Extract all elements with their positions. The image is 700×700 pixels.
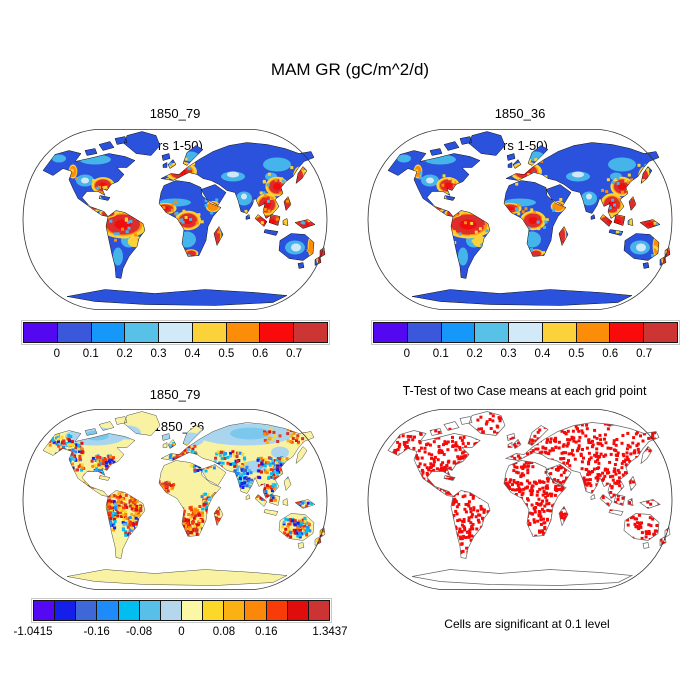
colorbar-segment: [266, 601, 288, 620]
colorbar-segment: [192, 323, 227, 342]
colorbar-segment: [644, 323, 678, 342]
map-1850-36: [367, 129, 673, 310]
map-1850-79: [22, 129, 328, 310]
colorbar-tick: 0.7: [636, 348, 653, 360]
colorbar-tick: 0.2: [116, 348, 133, 360]
colorbar-tick: 0.3: [150, 348, 167, 360]
case-name-2: 1850_36: [494, 106, 546, 121]
colorbar-tick-labels: 0 0.1 0.2 0.3 0.4 0.5 0.6 0.7: [373, 348, 678, 362]
colorbar-tick: 1.3437: [312, 626, 348, 638]
colorbar-segment: [91, 323, 126, 342]
colorbar-segment: [76, 601, 98, 620]
colorbar-tick: 0.4: [534, 348, 551, 360]
colorbar-segment: [203, 601, 225, 620]
colorbar-segment: [139, 601, 161, 620]
colorbar-tick: -0.08: [125, 626, 153, 638]
colorbar-tick: 0.5: [568, 348, 585, 360]
panel-title-ttest: T-Test of two Case means at each grid po…: [402, 384, 647, 398]
colorbar-tick: 0.6: [602, 348, 619, 360]
colorbar-tick: 0.4: [184, 348, 201, 360]
colorbar-boxes: [371, 320, 680, 345]
colorbar-segment: [287, 601, 309, 620]
colorbar-segment: [374, 323, 408, 342]
colorbar-tick: 0.6: [252, 348, 269, 360]
colorbar-segment: [226, 323, 261, 342]
colorbar-tick: 0.3: [500, 348, 517, 360]
colorbar-segment: [260, 323, 295, 342]
colorbar-tick: -0.16: [83, 626, 110, 638]
diff-case-a: 1850_79: [149, 387, 201, 402]
figure-title: MAM GR (gC/m^2/d): [270, 60, 430, 79]
colorbar-segment: [475, 323, 510, 342]
map-ttest: [367, 409, 673, 590]
colorbar-segment: [181, 601, 204, 620]
colorbar-segment: [245, 601, 267, 620]
colorbar-tick: 0: [403, 348, 411, 360]
colorbar-segment: [57, 323, 92, 342]
colorbar-boxes: [21, 320, 330, 345]
colorbar-segment: [118, 601, 140, 620]
colorbar-segment: [407, 323, 442, 342]
colorbar-top-left: 0 0.1 0.2 0.3 0.4 0.5 0.6 0.7: [21, 320, 330, 362]
colorbar-tick: 0.16: [255, 626, 278, 638]
colorbar-segment: [34, 601, 56, 620]
colorbar-segment: [159, 323, 193, 342]
colorbar-segment: [542, 323, 577, 342]
colorbar-tick: 0.7: [286, 348, 303, 360]
colorbar-segment: [308, 601, 329, 620]
colorbar-segment: [224, 601, 246, 620]
colorbar-segment: [24, 323, 58, 342]
colorbar-tick: 0.1: [432, 348, 449, 360]
colorbar-tick: 0: [53, 348, 61, 360]
case-name-1: 1850_79: [149, 106, 201, 121]
map-difference: [22, 409, 328, 590]
colorbar-tick-labels: -1.0415 -0.16 -0.08 0 0.08 0.16 1.3437: [13, 626, 347, 640]
colorbar-top-right: 0 0.1 0.2 0.3 0.4 0.5 0.6 0.7: [371, 320, 680, 362]
colorbar-segment: [441, 323, 476, 342]
colorbar-tick-labels: 0 0.1 0.2 0.3 0.4 0.5 0.6 0.7: [23, 348, 328, 362]
colorbar-tick: 0.5: [218, 348, 235, 360]
colorbar-boxes: [31, 598, 332, 623]
colorbar-segment: [576, 323, 611, 342]
colorbar-tick: 0.2: [466, 348, 483, 360]
colorbar-segment: [610, 323, 645, 342]
colorbar-tick: 0.1: [82, 348, 99, 360]
colorbar-tick: 0: [178, 626, 185, 638]
significance-note: Cells are significant at 0.1 level: [444, 617, 610, 631]
colorbar-segment: [97, 601, 119, 620]
colorbar-tick: 0.08: [212, 626, 236, 638]
colorbar-segment: [55, 601, 77, 620]
colorbar-segment: [160, 601, 182, 620]
colorbar-segment: [294, 323, 328, 342]
colorbar-segment: [125, 323, 160, 342]
colorbar-tick: -1.0415: [13, 626, 53, 638]
colorbar-segment: [509, 323, 543, 342]
colorbar-difference: -1.0415 -0.16 -0.08 0 0.08 0.16 1.3437: [13, 598, 348, 640]
